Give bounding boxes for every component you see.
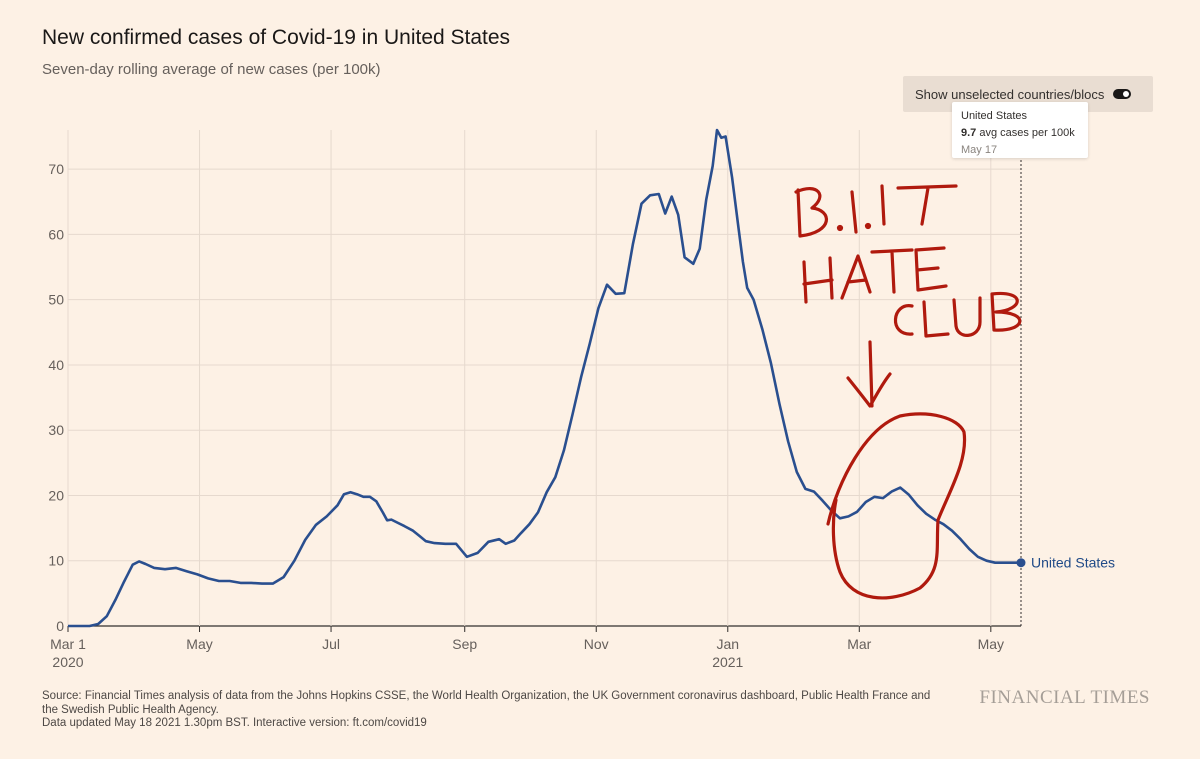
chart-title: New confirmed cases of Covid-19 in Unite… xyxy=(42,26,511,49)
footer-source-text: Source: Financial Times analysis of data… xyxy=(42,690,931,716)
x-tick-label: Jan xyxy=(716,636,739,652)
y-tick-label: 60 xyxy=(48,226,64,242)
toggle-knob xyxy=(1123,91,1129,97)
x-tick-label: Jul xyxy=(322,636,340,652)
data-tooltip: United States 9.7 avg cases per 100k May… xyxy=(952,102,1088,158)
ft-logo: FINANCIAL TIMES xyxy=(979,687,1150,708)
y-tick-label: 10 xyxy=(48,553,64,569)
x-tick-label: Nov xyxy=(584,636,609,652)
gridlines xyxy=(67,130,1021,631)
x-tick-label: May xyxy=(186,636,212,652)
tooltip-date: May 17 xyxy=(961,144,998,156)
footer-updated: Data updated May 18 2021 1.30pm BST. Int… xyxy=(42,717,427,729)
tooltip-value: 9.7 avg cases per 100k xyxy=(961,125,1079,142)
x-tick-label: Mar xyxy=(847,636,871,652)
x-tick-year-label: 2021 xyxy=(712,654,743,670)
y-tick-label: 20 xyxy=(48,487,64,503)
footer-source: Source: Financial Times analysis of data… xyxy=(42,690,942,731)
tooltip-value-suffix: avg cases per 100k xyxy=(976,127,1075,139)
y-tick-label: 70 xyxy=(48,161,64,177)
y-tick-label: 30 xyxy=(48,422,64,438)
series-end-label: United States xyxy=(1031,555,1115,571)
x-axis: Mar 1 2020 May Jul Sep Nov Jan 2021 Mar May xyxy=(50,626,1004,670)
handwritten-annotation xyxy=(794,184,1022,600)
x-tick-label: May xyxy=(978,636,1004,652)
toggle-label: Show unselected countries/blocs xyxy=(915,86,1105,102)
y-tick-label: 50 xyxy=(48,292,64,308)
tooltip-value-number: 9.7 xyxy=(961,127,977,139)
toggle-switch-icon[interactable] xyxy=(1113,89,1131,99)
series-end-marker[interactable] xyxy=(1016,558,1026,568)
x-tick-label: Mar 1 xyxy=(50,636,86,652)
y-axis: 0 10 20 30 40 50 60 70 xyxy=(48,161,64,634)
y-tick-label: 0 xyxy=(56,618,64,634)
tooltip-country: United States xyxy=(961,110,1028,122)
chart-subtitle: Seven-day rolling average of new cases (… xyxy=(42,61,381,78)
series-line-united-states[interactable] xyxy=(68,128,1021,628)
y-tick-label: 40 xyxy=(48,357,64,373)
footer-updated-text: Data updated May 18 2021 1.30pm BST. Int… xyxy=(42,717,942,731)
x-tick-year-label: 2020 xyxy=(52,654,83,670)
x-tick-label: Sep xyxy=(452,636,477,652)
